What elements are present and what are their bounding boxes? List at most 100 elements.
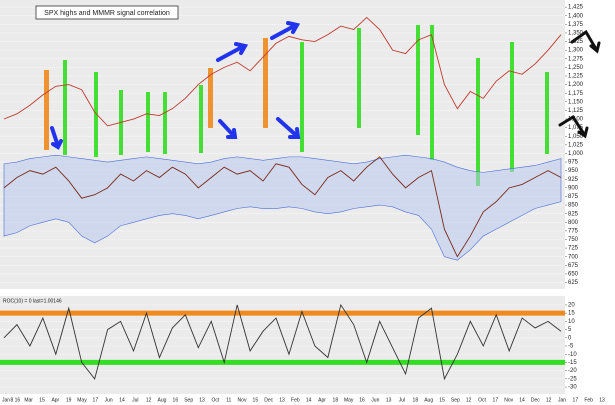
x-tick-label: 13 [386,397,392,403]
blue-arrow [50,126,63,150]
green-signal [163,92,167,154]
x-tick-label: 14 [306,397,312,403]
green-signal [430,25,434,160]
y-tick-label: 975 [568,160,579,166]
x-tick-label: 15 [39,397,45,403]
chart-title: SPX highs and MMMR signal correlation [44,10,170,17]
y-tick-label: 1,400 [568,13,584,19]
y-tick-label: -30 [568,385,577,391]
y-tick-label: 700 [568,254,579,260]
y-tick-label: 950 [568,168,579,174]
series-line [3,303,562,381]
x-tick-label: Sep [451,397,460,403]
x-tick-label: 12 [466,397,472,403]
x-tick-label: 12 [146,397,152,403]
y-tick-label: 825 [568,211,579,217]
x-tick-label: 15 [439,397,445,403]
y-tick-label: 1,050 [568,134,584,140]
green-signal [94,72,98,157]
y-tick-label: -25 [568,376,577,382]
x-tick-label: 18 [413,397,419,403]
x-tick-label: Nov [238,397,247,403]
x-tick-label: Jan [2,397,10,403]
y-tick-label: 750 [568,237,579,243]
x-tick-label: 8 16 [10,397,20,403]
x-tick-label: 17 [493,397,499,403]
y-tick-label: -15 [568,360,577,366]
series-layer [0,16,565,381]
x-tick-label: 13 [199,397,205,403]
y-tick-label: 1,250 [568,65,584,71]
y-tick-label: 1,375 [568,22,584,28]
x-tick-label: Oct [478,397,486,403]
y-tick-label: 725 [568,246,579,252]
x-tick-label: May [344,397,354,403]
roc-title: ROC(10) = 0 last=1.00146 [3,298,62,304]
black-arrow [570,29,601,54]
blue-arrow [270,21,301,40]
green-signal [510,42,514,172]
x-tick-label: 17 [93,397,99,403]
y-tick-label: 1,225 [568,74,584,80]
y-tick-label: 1,200 [568,82,584,88]
y-tick-label: 675 [568,263,579,269]
orange-signal [44,70,49,150]
x-tick-label: Oct [211,397,219,403]
green-signal [416,25,420,135]
x-tick-label: 14 [119,397,125,403]
y-tick-label: 10 [568,319,575,325]
y-tick-label: 625 [568,280,579,286]
y-tick-label: 925 [568,177,579,183]
orange-signal [263,38,268,128]
x-tick-label: Apr [318,397,326,403]
y-tick-label: 1,150 [568,99,584,105]
green-signal [300,42,304,152]
blue-arrow [218,119,238,139]
green-signal [146,92,150,152]
bollinger-band [3,154,562,261]
main-panel [0,0,565,289]
y-tick-label: 20 [568,303,575,309]
orange-signal [208,68,213,128]
x-tick-label: Aug [424,397,433,403]
green-signal [545,72,549,154]
x-tick-label: Apr [51,397,59,403]
x-tick-label: 16 [173,397,179,403]
y-tick-label: 1,300 [568,48,584,54]
x-tick-label: 16 [359,397,365,403]
y-tick-label: -20 [568,368,577,374]
x-tick-label: 13 [599,397,605,403]
y-tick-label: 15 [568,311,575,317]
x-tick-label: Dec [531,397,540,403]
x-tick-label: Sep [184,397,193,403]
x-tick-label: Dec [264,397,273,403]
x-tick-label: Jun [371,397,379,403]
x-tick-label: Aug [158,397,167,403]
y-tick-label: 1,125 [568,108,584,114]
x-tick-label: 13 [279,397,285,403]
title-box [35,5,179,20]
series-line [3,16,562,127]
y-tick-label: 5 [568,327,572,333]
x-tick-label: Jul [399,397,405,403]
y-tick-label: 850 [568,203,579,209]
y-tick-label: 1,175 [568,91,584,97]
y-tick-label: 1,075 [568,125,584,131]
y-tick-label: 1,350 [568,31,584,37]
green-signal [357,28,361,128]
y-tick-label: 1,425 [568,5,584,11]
green-signal [63,60,67,155]
series-line [3,156,562,258]
x-tick-label: 15 [253,397,259,403]
x-tick-label: Jan [558,397,566,403]
x-tick-label: 11 [226,397,231,403]
x-tick-label: Feb [291,397,300,403]
x-tick-label: 19 [66,397,72,403]
y-tick-label: 1,025 [568,142,584,148]
x-tick-label: May [77,397,87,403]
x-tick-label: Jul [132,397,138,403]
y-tick-label: 0 [568,335,572,341]
y-tick-label: 650 [568,271,579,277]
